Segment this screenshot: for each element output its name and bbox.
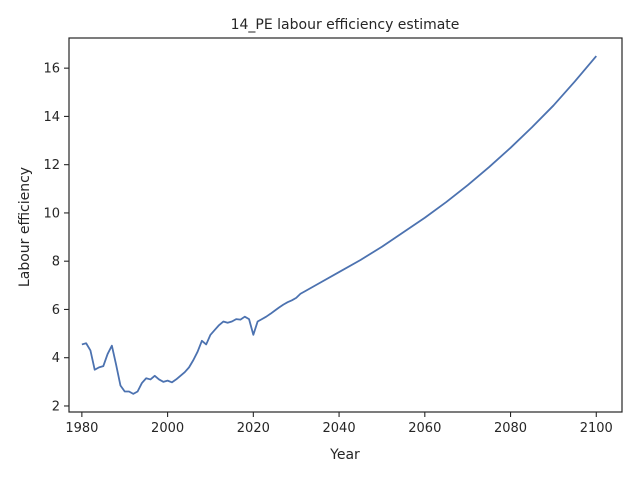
y-tick-label: 4 xyxy=(52,351,60,366)
x-tick-label: 2020 xyxy=(237,421,270,436)
x-tick-label: 1980 xyxy=(65,421,98,436)
x-tick-label: 2000 xyxy=(151,421,184,436)
y-tick-label: 6 xyxy=(52,303,60,318)
x-tick-label: 2100 xyxy=(580,421,613,436)
y-tick-label: 10 xyxy=(43,206,60,221)
y-tick-label: 2 xyxy=(52,399,60,414)
chart-title: 14_PE labour efficiency estimate xyxy=(231,17,460,33)
x-axis-label: Year xyxy=(329,447,360,463)
y-tick-label: 12 xyxy=(43,158,60,173)
y-axis-label: Labour efficiency xyxy=(17,167,33,287)
plot-frame xyxy=(68,37,623,413)
y-tick-label: 8 xyxy=(52,255,60,270)
y-tick-label: 14 xyxy=(43,110,60,125)
plot-area: 1980 2000 2020 2040 2060 2080 2100 2 4 6 8 10 12 14 16 xyxy=(43,37,623,436)
y-tick-label: 16 xyxy=(43,62,60,77)
x-tick-label: 2040 xyxy=(323,421,356,436)
x-tick-label: 2080 xyxy=(494,421,527,436)
series-line xyxy=(81,55,597,395)
x-tick-label: 2060 xyxy=(408,421,441,436)
